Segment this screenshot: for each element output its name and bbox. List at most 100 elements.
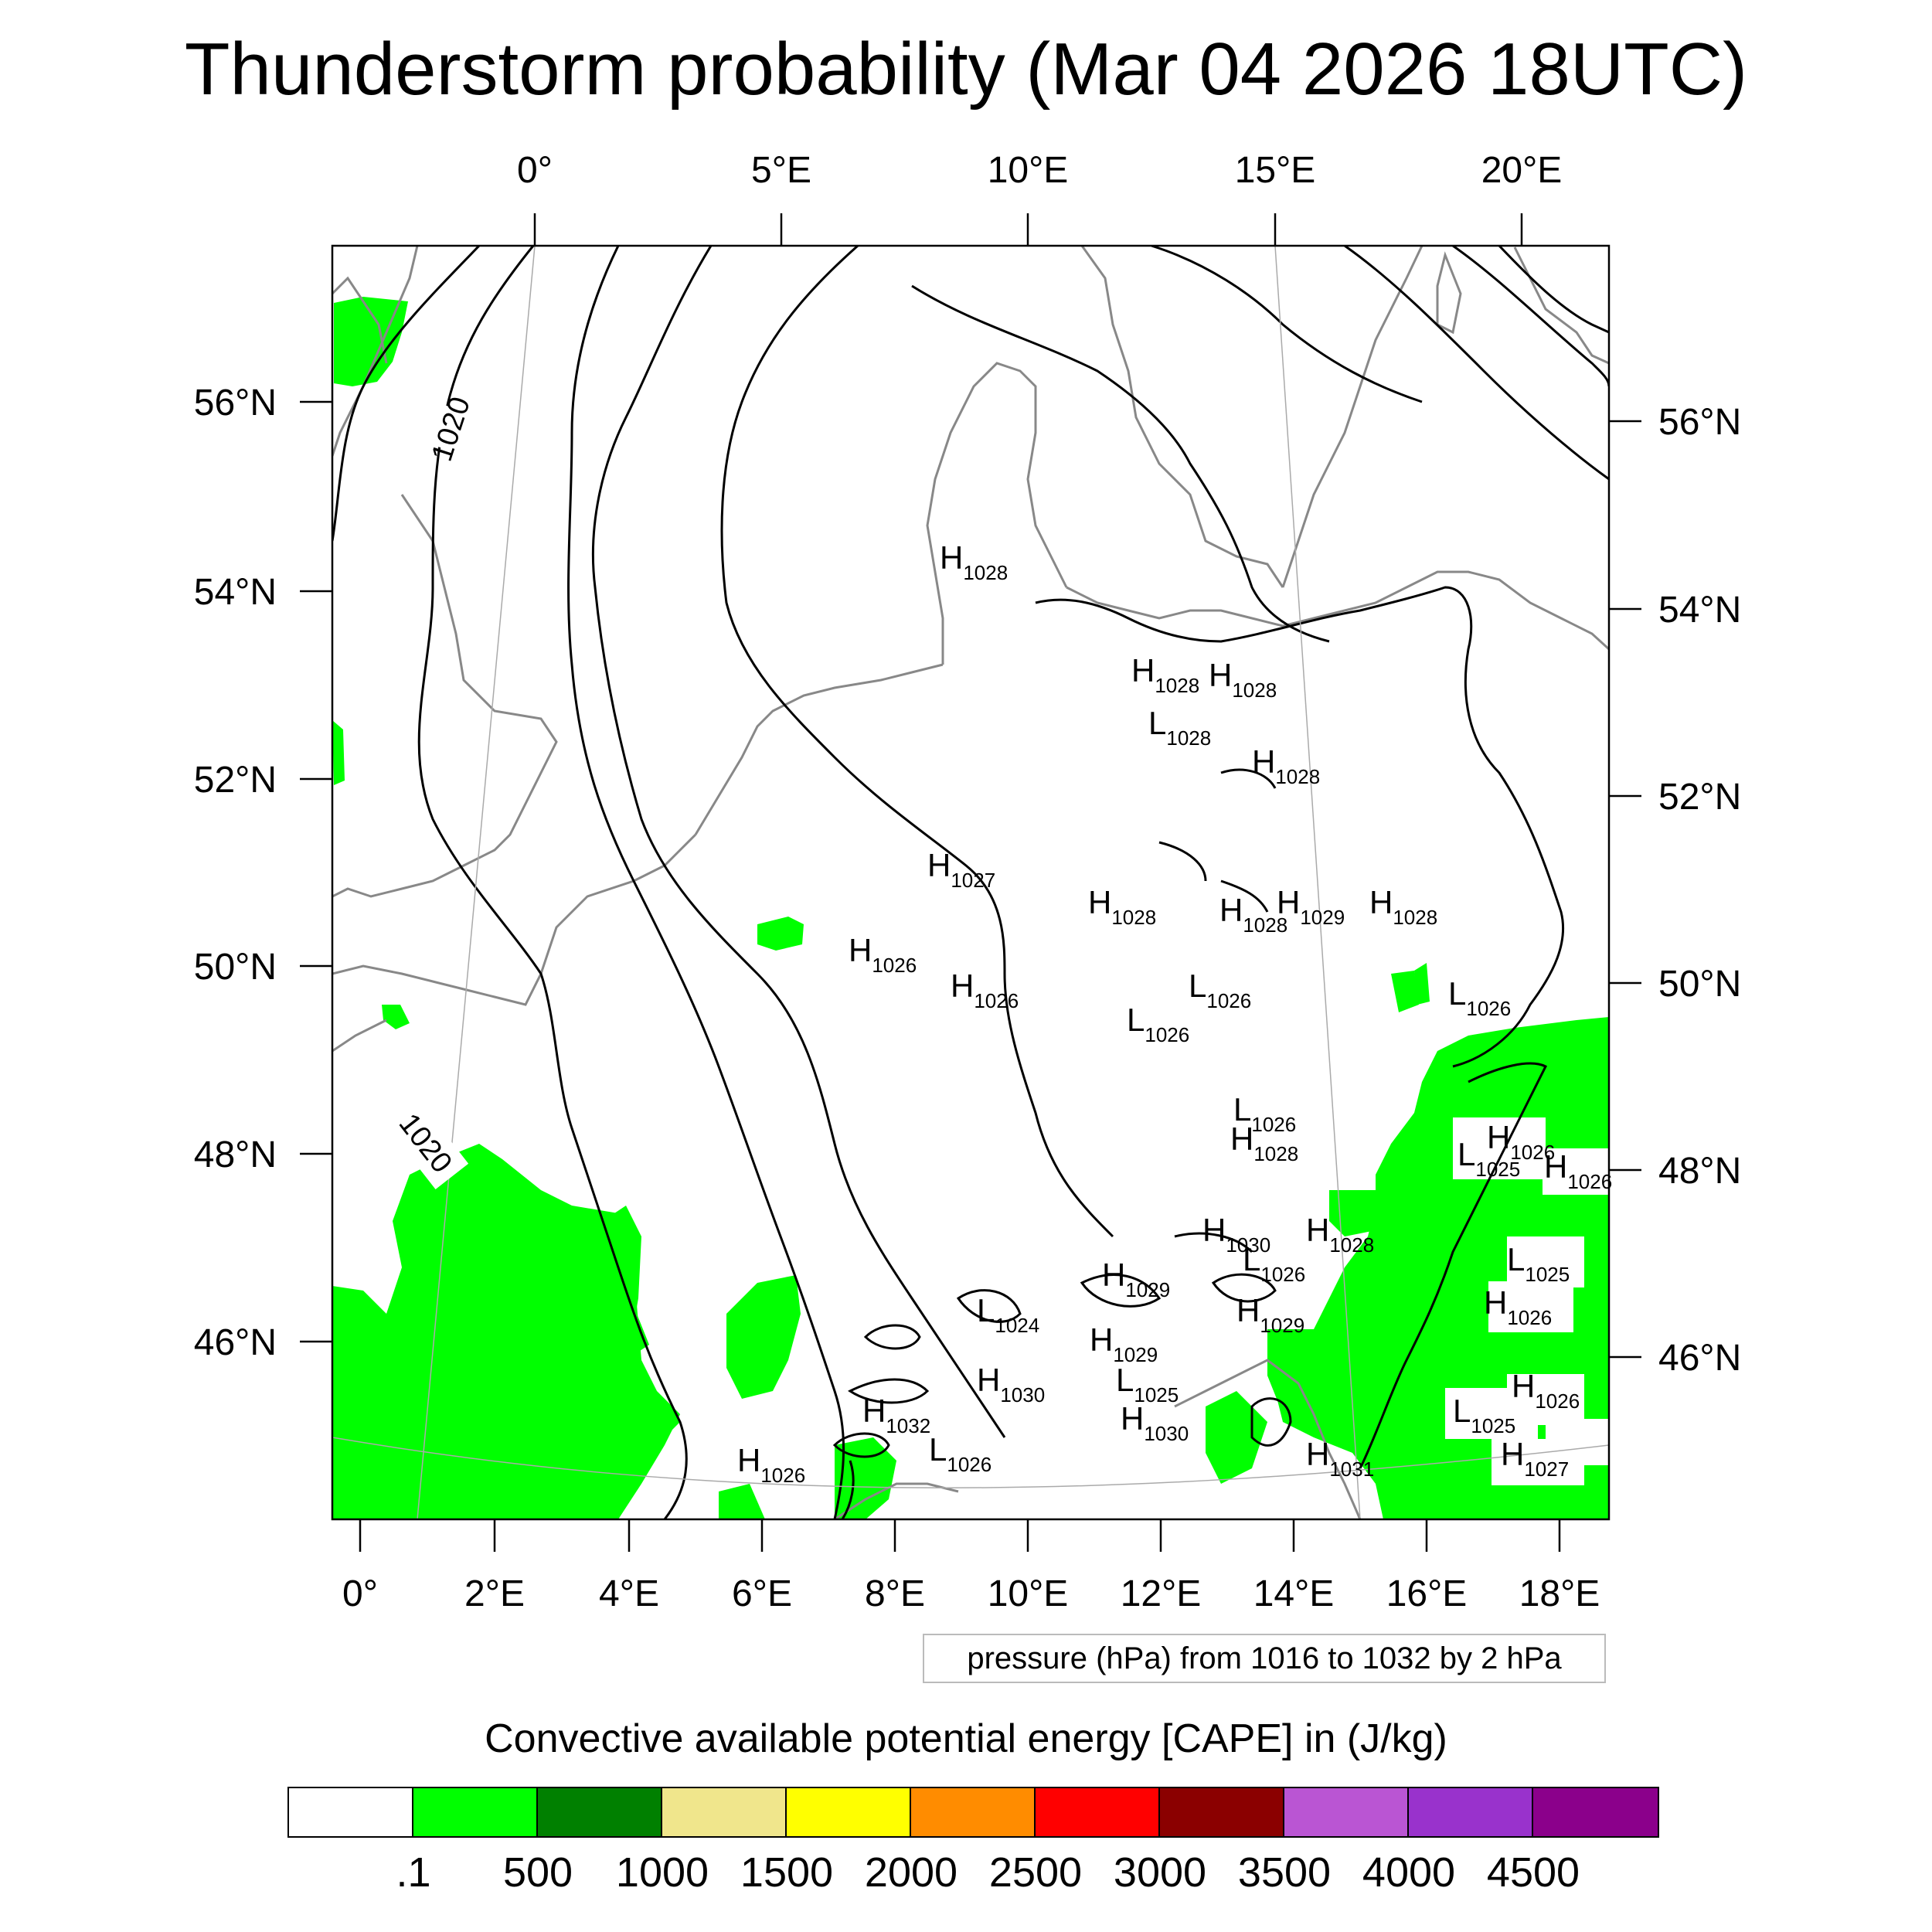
high-pressure-label: H1026 <box>1487 1119 1555 1164</box>
bottom-lon-label: 18°E <box>1519 1573 1600 1614</box>
top-lon-label: 15°E <box>1235 150 1316 191</box>
top-lon-labels: 0° 5°E 10°E 15°E 20°E <box>517 150 1562 191</box>
coast-channel <box>332 833 697 1006</box>
high-pressure-label: H1029 <box>1102 1257 1170 1301</box>
map-frame <box>331 244 1611 1521</box>
isobar-north-3 <box>1452 246 1609 387</box>
graticule <box>332 246 1609 1519</box>
high-pressure-label: H1028 <box>940 539 1008 584</box>
colorbar-box <box>662 1788 787 1836</box>
high-pressure-label: H1027 <box>1501 1436 1569 1481</box>
cape-area-east <box>1414 963 1430 1005</box>
isobar-austria <box>1174 1232 1253 1253</box>
colorbar-box <box>911 1788 1036 1836</box>
high-pressure-label: H1028 <box>1306 1212 1374 1257</box>
coast-england <box>332 494 558 898</box>
page-title: Thunderstorm probability (Mar 04 2026 18… <box>184 28 1748 111</box>
isobar-north-2 <box>1344 246 1609 481</box>
isobar-1026-east <box>1035 586 1565 1068</box>
low-pressure-label: L1026 <box>1233 1091 1296 1136</box>
right-lat-label: 52°N <box>1658 777 1741 818</box>
high-pressure-label: H1029 <box>1236 1292 1304 1337</box>
colorbar-label: 500 <box>502 1849 573 1896</box>
label-boxes <box>1445 1117 1609 1485</box>
bottom-lon-label: 8°E <box>865 1573 925 1614</box>
colorbar-box <box>1036 1788 1160 1836</box>
bottom-lon-label: 10°E <box>988 1573 1069 1614</box>
coast-biscay <box>332 1019 387 1053</box>
colorbar-box <box>1409 1788 1533 1836</box>
isobar-1026 <box>720 246 1114 1238</box>
high-pressure-label: H1028 <box>1219 892 1287 937</box>
colorbar-box <box>1533 1788 1658 1836</box>
left-lat-label: 52°N <box>194 760 277 801</box>
colorbar-label: 3000 <box>1113 1849 1207 1896</box>
top-lon-label: 10°E <box>988 150 1069 191</box>
coast-adriatic <box>1174 1359 1362 1519</box>
left-lat-labels: 56°N 54°N 52°N 50°N 48°N 46°N <box>194 383 277 1363</box>
low-pressure-label: L1025 <box>1453 1393 1515 1437</box>
coast-germany-baltic <box>1066 570 1609 651</box>
high-pressure-label: H1026 <box>951 968 1019 1012</box>
left-lat-label: 54°N <box>194 572 277 613</box>
high-pressure-label: H1031 <box>1306 1436 1374 1481</box>
high-pressure-label: H1026 <box>1484 1284 1552 1329</box>
colorbar-label: 4000 <box>1362 1849 1456 1896</box>
high-pressure-label: H1032 <box>862 1393 930 1437</box>
colorbar-label: 2000 <box>864 1849 958 1896</box>
high-pressure-label: H1030 <box>1202 1212 1270 1257</box>
left-ticks <box>300 400 332 1343</box>
low-pressure-label: L1026 <box>1189 968 1251 1012</box>
high-pressure-label: H1028 <box>1209 657 1277 702</box>
right-lat-label: 46°N <box>1658 1338 1741 1379</box>
legend-title: Convective available potential energy [C… <box>485 1716 1447 1761</box>
isobar-north-1 <box>1151 246 1423 403</box>
cape-area-alps-west <box>726 1275 801 1399</box>
isobar-italy <box>841 1460 855 1519</box>
colorbar-box <box>1284 1788 1409 1836</box>
isobar-1028-east <box>911 284 1330 643</box>
bottom-lon-label: 16°E <box>1386 1573 1468 1614</box>
high-pressure-label: H1027 <box>927 847 995 892</box>
right-lat-label: 56°N <box>1658 402 1741 443</box>
colorbar-labels: .1 500 1000 1500 2000 2500 3000 3500 400… <box>0 1847 1932 1901</box>
coast-ligurian <box>834 1482 959 1519</box>
isobar-1022 <box>567 246 845 1519</box>
high-pressure-label: H1028 <box>1131 652 1199 697</box>
isobar-poland-1 <box>1220 768 1277 789</box>
isobar-alps-3 <box>832 1432 890 1458</box>
bottom-lon-label: 2°E <box>464 1573 525 1614</box>
colorbar-box <box>787 1788 911 1836</box>
colorbar-label: 3500 <box>1237 1849 1332 1896</box>
high-pressure-label: H1029 <box>1277 884 1345 929</box>
bottom-lon-label: 14°E <box>1253 1573 1335 1614</box>
right-lat-label: 54°N <box>1658 590 1741 631</box>
top-lon-label: 5°E <box>751 150 811 191</box>
cape-area-adriatic <box>1267 1329 1329 1414</box>
right-lat-label: 48°N <box>1658 1151 1741 1192</box>
low-pressure-label: L1025 <box>1116 1362 1179 1406</box>
low-pressure-label: L1026 <box>1448 975 1511 1020</box>
isobar-hungary <box>1359 1062 1548 1469</box>
left-lat-label: 48°N <box>194 1134 277 1175</box>
cape-area-italy-east <box>1206 1391 1267 1484</box>
isobar-west-1 <box>332 246 481 542</box>
top-lon-label: 0° <box>517 150 553 191</box>
coast-scotland <box>332 276 388 364</box>
high-pressure-label: H1030 <box>1121 1400 1189 1445</box>
left-lat-label: 50°N <box>194 947 277 988</box>
high-pressure-label: H1026 <box>737 1442 805 1487</box>
colorbar-label: 4500 <box>1486 1849 1580 1896</box>
isobars <box>332 246 1609 1519</box>
colorbar-label: 2500 <box>988 1849 1083 1896</box>
top-ticks <box>533 213 1523 246</box>
top-lon-label: 20°E <box>1481 150 1563 191</box>
pressure-contour-note: pressure (hPa) from 1016 to 1032 by 2 hP… <box>923 1634 1606 1683</box>
low-pressure-label: L1028 <box>1148 705 1211 750</box>
bottom-lon-labels: 0° 2°E 4°E 6°E 8°E 10°E 12°E 14°E 16°E 1… <box>342 1573 1600 1614</box>
cape-area-danube <box>1329 1190 1383 1236</box>
high-pressure-label: H1026 <box>1544 1148 1612 1193</box>
coast-gotland <box>1436 251 1462 335</box>
high-pressure-label: H1030 <box>977 1362 1045 1406</box>
